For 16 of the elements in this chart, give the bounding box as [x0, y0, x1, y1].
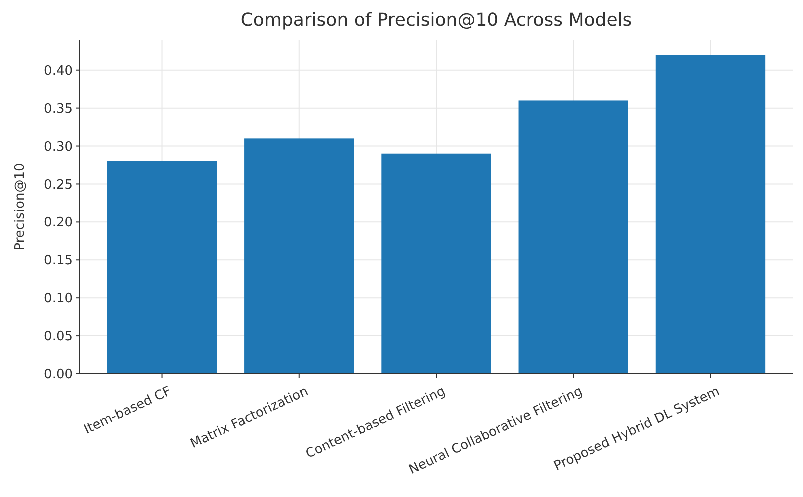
y-tick-label: 0.40	[44, 64, 73, 79]
y-tick-label: 0.20	[44, 216, 73, 231]
bar	[382, 154, 492, 374]
y-tick-label: 0.15	[44, 254, 73, 269]
y-tick-label: 0.10	[44, 292, 73, 307]
chart-title: Comparison of Precision@10 Across Models	[240, 10, 632, 31]
bar	[656, 55, 766, 374]
y-tick-label: 0.30	[44, 140, 73, 155]
y-tick-label: 0.35	[44, 102, 73, 117]
bar	[518, 100, 628, 374]
y-tick-label: 0.00	[44, 368, 73, 383]
y-tick-label: 0.25	[44, 178, 73, 193]
y-tick-label: 0.05	[44, 330, 73, 345]
bar	[244, 138, 354, 374]
y-axis-title: Precision@10	[13, 163, 28, 251]
bar	[107, 161, 218, 374]
